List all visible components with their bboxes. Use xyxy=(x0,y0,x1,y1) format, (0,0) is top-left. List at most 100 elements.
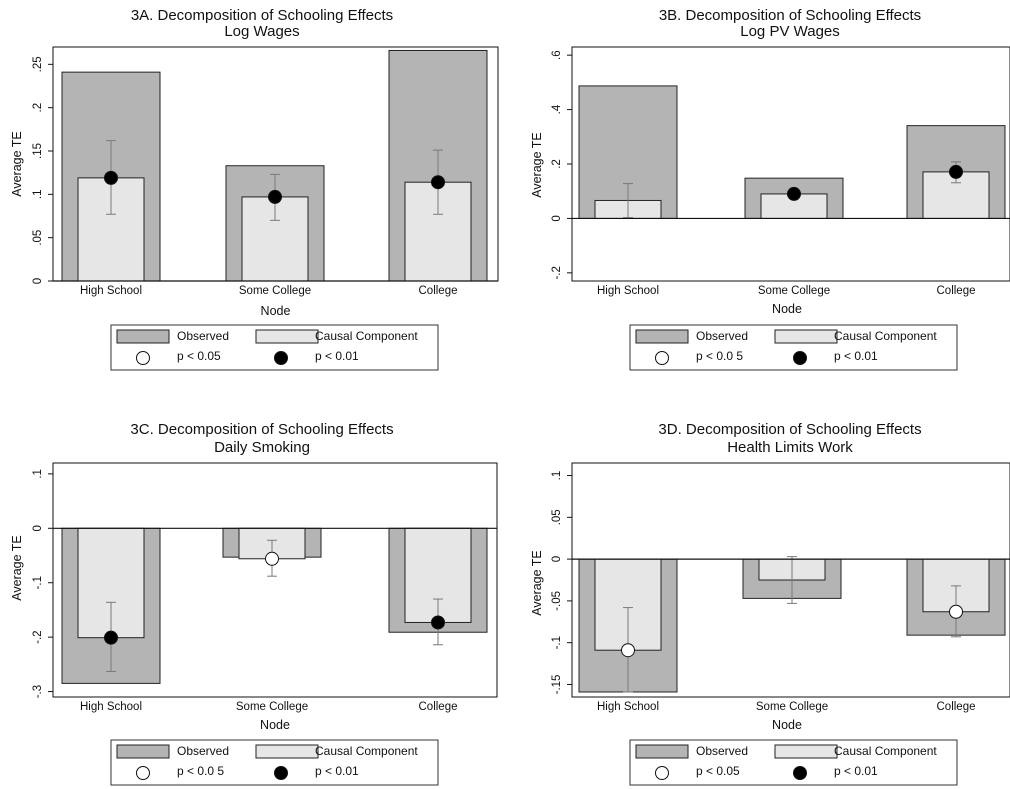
y-tick-label: .2 xyxy=(551,159,563,169)
y-tick-label: 0 xyxy=(32,525,44,531)
panel-c: 3C. Decomposition of Schooling EffectsDa… xyxy=(10,421,498,786)
legend-label-sig01: p < 0.01 xyxy=(315,764,359,778)
legend-label-sig01: p < 0.01 xyxy=(834,349,878,363)
plot-frame xyxy=(571,462,1010,698)
x-category-label: High School xyxy=(80,285,142,297)
legend-marker-sig05 xyxy=(136,766,150,780)
legend-swatch-causal xyxy=(774,329,838,344)
point-sig01 xyxy=(104,170,118,185)
legend-label-sig05: p < 0.0 5 xyxy=(177,764,224,778)
legend: Observed Causal Component p < 0.05 p < 0.01 xyxy=(110,324,439,371)
y-tick-label: -.15 xyxy=(551,675,563,695)
legend: Observed Causal Component p < 0.0 5 p < 0.0… xyxy=(110,739,439,786)
legend-marker-sig05 xyxy=(655,766,669,780)
y-tick-label: -.3 xyxy=(32,685,44,698)
y-tick-label: .1 xyxy=(551,471,563,481)
chart-title: 3C. Decomposition of Schooling Effects xyxy=(130,421,393,438)
legend-label-sig05: p < 0.05 xyxy=(696,764,740,778)
y-tick-label: .4 xyxy=(551,104,563,114)
y-tick-label: .05 xyxy=(551,509,563,525)
legend-label-observed: Observed xyxy=(177,744,229,758)
legend-swatch-causal xyxy=(255,329,319,344)
legend-label-observed: Observed xyxy=(177,329,229,343)
legend-label-causal: Causal Component xyxy=(315,329,418,343)
legend: Observed Causal Component p < 0.05 p < 0.01 xyxy=(629,739,958,786)
legend-label-observed: Observed xyxy=(696,329,748,343)
y-axis-label: Average TE xyxy=(530,550,544,616)
chart-subtitle: Log PV Wages xyxy=(740,23,840,40)
point-sig05 xyxy=(621,643,635,658)
y-axis-label: Average TE xyxy=(10,131,24,197)
x-category-label: High School xyxy=(80,701,142,713)
x-category-label: Some College xyxy=(236,701,308,713)
y-tick-label: .1 xyxy=(32,469,44,479)
point-sig01 xyxy=(431,615,445,630)
legend-label-sig05: p < 0.0 5 xyxy=(696,349,743,363)
panel-a: 3A. Decomposition of Schooling EffectsLo… xyxy=(10,7,499,371)
legend-label-causal: Causal Component xyxy=(315,744,418,758)
chart-title: 3D. Decomposition of Schooling Effects xyxy=(658,421,921,438)
y-tick-label: 0 xyxy=(551,215,563,221)
y-tick-label: .15 xyxy=(32,143,44,159)
point-sig05 xyxy=(265,551,279,566)
y-tick-label: -.1 xyxy=(551,636,563,649)
chart-subtitle: Daily Smoking xyxy=(214,439,310,456)
legend: Observed Causal Component p < 0.0 5 p < 0.0… xyxy=(629,324,958,371)
legend-swatch-observed xyxy=(635,329,689,344)
x-category-label: High School xyxy=(597,285,659,297)
x-category-label: Some College xyxy=(758,285,830,297)
x-category-label: Some College xyxy=(756,701,828,713)
legend-marker-sig01 xyxy=(274,351,288,365)
plot-frame xyxy=(52,462,498,698)
legend-label-sig05: p < 0.05 xyxy=(177,349,221,363)
legend-marker-sig05 xyxy=(136,351,150,365)
y-tick-label: .2 xyxy=(32,103,44,113)
legend-swatch-causal xyxy=(255,744,319,759)
y-tick-label: .6 xyxy=(551,50,563,60)
point-sig01 xyxy=(104,630,118,645)
point-sig05 xyxy=(949,604,963,619)
y-axis-label: Average TE xyxy=(530,132,544,198)
legend-label-observed: Observed xyxy=(696,744,748,758)
y-tick-label: -.2 xyxy=(551,266,563,279)
x-axis-label: Node xyxy=(261,304,291,318)
point-sig01 xyxy=(268,189,282,204)
legend-marker-sig01 xyxy=(793,766,807,780)
x-category-label: College xyxy=(419,285,458,297)
x-axis-label: Node xyxy=(260,718,290,732)
legend-swatch-observed xyxy=(116,329,170,344)
x-category-label: College xyxy=(937,701,976,713)
y-axis-label: Average TE xyxy=(10,535,24,601)
chart-title: 3B. Decomposition of Schooling Effects xyxy=(659,7,921,24)
x-category-label: College xyxy=(937,285,976,297)
y-tick-label: .25 xyxy=(32,56,44,72)
x-category-label: College xyxy=(419,701,458,713)
legend-swatch-causal xyxy=(774,744,838,759)
y-tick-label: -.1 xyxy=(32,576,44,589)
y-tick-label: 0 xyxy=(32,278,44,284)
panel-d: 3D. Decomposition of Schooling EffectsHe… xyxy=(530,421,1010,786)
legend-swatch-observed xyxy=(116,744,170,759)
x-axis-label: Node xyxy=(772,302,802,316)
y-tick-label: .05 xyxy=(32,230,44,246)
x-category-label: High School xyxy=(597,701,659,713)
chart-subtitle: Log Wages xyxy=(224,23,299,40)
legend-label-causal: Causal Component xyxy=(834,329,937,343)
chart-title: 3A. Decomposition of Schooling Effects xyxy=(131,7,393,24)
point-sig01 xyxy=(949,164,963,179)
point-sig01 xyxy=(431,175,445,190)
legend-marker-sig05 xyxy=(655,351,669,365)
legend-swatch-observed xyxy=(635,744,689,759)
x-axis-label: Node xyxy=(772,718,802,732)
x-category-label: Some College xyxy=(239,285,311,297)
legend-marker-sig01 xyxy=(274,766,288,780)
panel-b: 3B. Decomposition of Schooling EffectsLo… xyxy=(530,7,1010,371)
y-tick-label: .1 xyxy=(32,190,44,200)
y-tick-label: 0 xyxy=(551,556,563,562)
legend-label-sig01: p < 0.01 xyxy=(834,764,878,778)
legend-marker-sig01 xyxy=(793,351,807,365)
chart-subtitle: Health Limits Work xyxy=(727,439,853,456)
legend-label-sig01: p < 0.01 xyxy=(315,349,359,363)
point-sig01 xyxy=(787,186,801,201)
